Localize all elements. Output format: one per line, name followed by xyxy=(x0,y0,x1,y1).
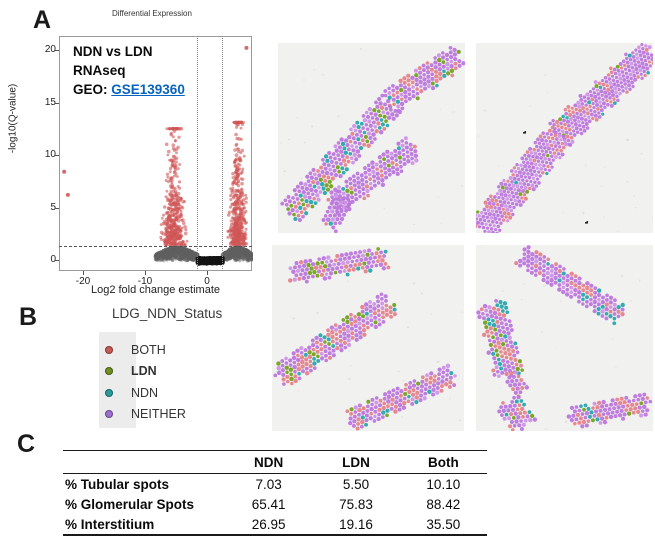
y-tick-mark xyxy=(55,260,59,261)
table-row: % Interstitium 26.95 19.16 35.50 xyxy=(63,514,487,535)
tissue-spots-canvas xyxy=(272,245,464,431)
y-tick-label: 0 xyxy=(50,254,56,265)
legend-item-label: BOTH xyxy=(131,343,166,357)
tissue-spots-canvas xyxy=(278,43,465,233)
legend-dot-icon xyxy=(105,367,113,376)
table-row: % Tubular spots 7.03 5.50 10.10 xyxy=(63,474,487,495)
y-tick-mark xyxy=(55,50,59,51)
legend-dot-icon xyxy=(105,409,113,418)
y-tick-mark xyxy=(55,155,59,156)
table-cell: 5.50 xyxy=(342,476,370,492)
table-corner-cell xyxy=(63,451,225,474)
table-column-header: NDN xyxy=(254,455,284,470)
table-row-label: % Glomerular Spots xyxy=(65,496,195,512)
x-tick-mark xyxy=(83,271,84,275)
volcano-x-axis-label: Log2 fold change estimate xyxy=(90,284,221,296)
y-tick-label: 5 xyxy=(50,201,56,213)
volcano-annotation: NDN vs LDN RNAseq GEO: GSE139360 xyxy=(73,42,185,99)
table-cell: 26.95 xyxy=(251,516,286,532)
table-row-label: % Tubular spots xyxy=(65,476,170,492)
table-cell: 65.41 xyxy=(251,496,286,512)
percentage-table: NDN LDN Both % Tubular spots 7.03 5.50 10.10%… xyxy=(63,450,487,536)
x-tick-label: 0 xyxy=(204,276,210,287)
table-column-header: LDN xyxy=(342,455,370,470)
tissue-spots-canvas xyxy=(476,43,653,233)
volcano-plot-area xyxy=(59,36,253,272)
fold-change-threshold-line xyxy=(221,36,223,271)
tissue-section-image-3 xyxy=(272,245,464,431)
y-tick-label: 20 xyxy=(44,44,56,55)
volcano-y-axis-label: -log10(Q-value) xyxy=(7,83,19,154)
x-tick-mark xyxy=(207,271,208,275)
table-row: % Glomerular Spots 65.41 75.83 88.42 xyxy=(63,494,487,514)
table-cell: 7.03 xyxy=(255,476,282,492)
annotation-line-2: RNAseq xyxy=(73,63,126,78)
legend-title: LDG_NDN_Status xyxy=(112,306,223,321)
volcano-points-canvas xyxy=(60,37,253,272)
table-cell: 35.50 xyxy=(426,516,461,532)
x-tick-label: -20 xyxy=(75,276,91,287)
table-cell: 75.83 xyxy=(339,496,373,512)
table-header: NDN LDN Both xyxy=(63,450,487,474)
y-tick-label: 15 xyxy=(44,96,56,108)
tissue-section-image-1 xyxy=(278,43,465,233)
legend-item-label: NEITHER xyxy=(131,406,186,421)
table-cell: 10.10 xyxy=(426,476,461,492)
legend-dot-icon xyxy=(105,346,113,354)
tissue-section-image-4 xyxy=(476,245,653,431)
table-cell: 19.16 xyxy=(339,516,373,532)
y-tick-label: 10 xyxy=(44,149,56,160)
panel-b-label: B xyxy=(19,303,38,331)
tissue-spots-canvas xyxy=(476,245,653,431)
panel-c-label: C xyxy=(17,430,36,458)
legend-item-label: LDN xyxy=(131,364,157,379)
geo-accession-link[interactable]: GSE139360 xyxy=(111,82,185,97)
x-tick-mark xyxy=(145,271,146,275)
qvalue-threshold-line xyxy=(59,246,252,248)
fold-change-threshold-line xyxy=(197,36,199,271)
volcano-title: Differential Expression xyxy=(112,9,192,18)
tissue-section-image-2 xyxy=(476,43,653,233)
x-tick-label: -10 xyxy=(137,276,153,287)
table-row-label: % Interstitium xyxy=(65,516,155,532)
y-tick-mark xyxy=(55,207,59,209)
y-tick-mark xyxy=(55,102,59,104)
table-cell: 88.42 xyxy=(426,496,461,512)
table-column-header: Both xyxy=(427,455,459,470)
legend-item-label: NDN xyxy=(131,385,159,400)
annotation-line-3: GEO: GSE139360 xyxy=(73,80,185,99)
legend-dot-icon xyxy=(105,388,113,397)
geo-prefix: GEO: xyxy=(73,82,112,97)
annotation-line-1: NDN vs LDN xyxy=(73,44,153,59)
panel-a-label: A xyxy=(33,6,52,34)
